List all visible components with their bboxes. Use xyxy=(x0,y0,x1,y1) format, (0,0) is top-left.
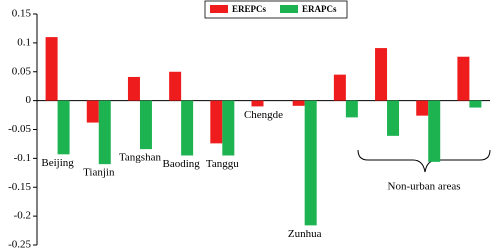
bar xyxy=(169,71,182,101)
bar xyxy=(292,100,305,106)
legend: EREPCs ERAPCs xyxy=(204,0,348,19)
y-tick-label: -0.15 xyxy=(8,181,31,193)
y-tick-label: 0.05 xyxy=(12,65,32,77)
bar xyxy=(98,100,111,165)
y-tick-label: -0.1 xyxy=(14,152,31,164)
bar xyxy=(428,100,441,162)
bar xyxy=(127,76,140,101)
bar xyxy=(57,100,70,155)
legend-label: EREPCs xyxy=(232,4,267,14)
legend-swatch xyxy=(210,5,228,13)
bar xyxy=(375,48,388,101)
x-tick-label: Tianjin xyxy=(83,167,115,179)
bar xyxy=(210,100,223,144)
x-tick-label: Baoding xyxy=(162,158,200,170)
bar xyxy=(181,100,194,156)
y-tick-label: 0.15 xyxy=(12,8,32,20)
y-tick-label: -0.25 xyxy=(8,239,31,251)
bar xyxy=(333,74,346,101)
bar xyxy=(139,100,152,150)
bar xyxy=(457,56,470,101)
bar xyxy=(387,100,400,136)
bar xyxy=(222,100,235,156)
bar xyxy=(86,100,99,123)
y-tick-label: 0 xyxy=(26,94,32,106)
x-tick-label: Beijing xyxy=(41,157,74,169)
legend-box xyxy=(204,0,348,19)
y-tick-label: 0.1 xyxy=(17,36,31,48)
x-tick-label: Chengde xyxy=(244,109,283,121)
x-tick-label: Tanggu xyxy=(206,158,239,170)
legend-swatch xyxy=(280,5,298,13)
bar xyxy=(45,37,58,101)
bar xyxy=(304,100,317,226)
y-tick-label: -0.2 xyxy=(14,210,31,222)
bar xyxy=(251,100,264,107)
bar xyxy=(416,100,429,116)
bar xyxy=(345,100,358,118)
brace xyxy=(357,149,491,173)
y-tick-label: -0.05 xyxy=(8,123,31,135)
bar xyxy=(469,100,482,108)
x-tick-label: Zunhua xyxy=(288,228,322,240)
x-tick-label: Tangshan xyxy=(119,152,161,164)
annotation: Non-urban areas xyxy=(388,181,461,193)
legend-label: ERAPCs xyxy=(302,4,337,14)
